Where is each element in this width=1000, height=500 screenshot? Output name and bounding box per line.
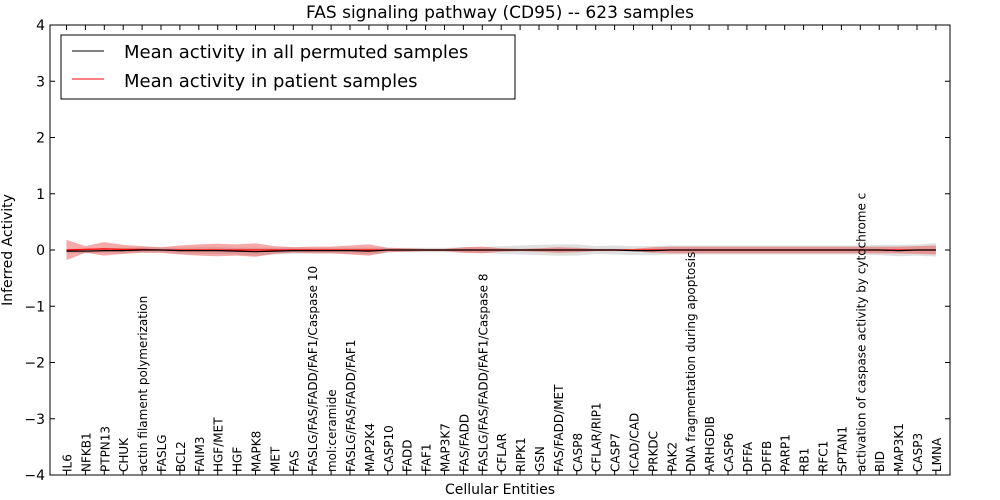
entity-label: FASLG/FAS/FADD/FAF1 bbox=[344, 340, 358, 472]
entity-label: CASP8 bbox=[571, 433, 585, 472]
entity-label: IL6 bbox=[61, 454, 75, 472]
y-tick-label: 2 bbox=[36, 131, 45, 147]
entity-label: FAF1 bbox=[420, 443, 434, 472]
y-tick-label: 4 bbox=[36, 18, 45, 34]
y-tick-label: −3 bbox=[24, 412, 45, 428]
entity-label: actin filament polymerization bbox=[136, 296, 150, 472]
entity-label: BID bbox=[873, 451, 887, 472]
y-tick-label: −4 bbox=[24, 468, 45, 484]
legend-label-permuted: Mean activity in all permuted samples bbox=[124, 42, 468, 63]
entity-label: activation of caspase activity by cytoch… bbox=[854, 193, 868, 472]
entity-label: MAPK8 bbox=[250, 431, 264, 472]
y-axis-label: Inferred Activity bbox=[0, 194, 16, 306]
entity-label: BCL2 bbox=[174, 441, 188, 472]
entity-label: HGF/MET bbox=[212, 417, 226, 472]
legend: Mean activity in all permuted samples Me… bbox=[60, 34, 516, 100]
y-tick-label: 1 bbox=[36, 187, 45, 203]
entity-label: SPTAN1 bbox=[835, 426, 849, 472]
entity-label: CASP6 bbox=[722, 433, 736, 472]
legend-label-patient: Mean activity in patient samples bbox=[124, 71, 418, 92]
entity-label: CHUK bbox=[117, 437, 131, 472]
entity-label: ARHGDIB bbox=[703, 416, 717, 472]
entity-label: DFFB bbox=[760, 441, 774, 472]
entity-label: PTPN13 bbox=[98, 426, 112, 472]
entity-label: RB1 bbox=[798, 448, 812, 472]
x-axis bbox=[66, 25, 937, 475]
entity-label: CASP10 bbox=[382, 425, 396, 472]
line-series-0 bbox=[66, 249, 936, 253]
entity-label: CASP7 bbox=[609, 433, 623, 472]
entity-label: PRKDC bbox=[646, 431, 660, 472]
entity-label: FASLG/FAS/FADD/FAF1/Caspase 10 bbox=[306, 266, 320, 472]
entity-label: GSN bbox=[533, 446, 547, 472]
entity-label: MAP3K1 bbox=[892, 423, 906, 472]
entity-label: HGF bbox=[231, 447, 245, 472]
entity-label: CFLAR bbox=[495, 433, 509, 472]
x-axis-label: Cellular Entities bbox=[445, 482, 555, 498]
entity-label: FASLG/FAS/FADD/FAF1/Caspase 8 bbox=[476, 274, 490, 473]
entity-label: MAP3K7 bbox=[439, 423, 453, 472]
entity-label: NFKB1 bbox=[79, 432, 93, 472]
entity-label: RFC1 bbox=[817, 441, 831, 472]
y-tick-label: 0 bbox=[36, 243, 45, 259]
entity-label: CFLAR/RIP1 bbox=[590, 402, 604, 472]
entity-label: FASLG bbox=[155, 434, 169, 472]
entity-labels: IL6 NFKB1 PTPN13 CHUK actin filament polymer… bbox=[61, 193, 944, 472]
legend-box bbox=[60, 34, 516, 100]
entity-label: FAS/FADD bbox=[457, 414, 471, 472]
entity-label: MET bbox=[268, 446, 282, 472]
entity-label: FAIM3 bbox=[193, 436, 207, 472]
entity-label: PARP1 bbox=[779, 434, 793, 472]
entity-label: FAS bbox=[287, 450, 301, 472]
entity-label: CASP3 bbox=[911, 433, 925, 472]
entity-label: mol:ceramide bbox=[325, 389, 339, 472]
entity-label: DNA fragmentation during apoptosis bbox=[684, 252, 698, 472]
entity-label: LMNA bbox=[930, 437, 944, 472]
entity-label: MAP2K4 bbox=[363, 423, 377, 472]
y-tick-label: 3 bbox=[36, 74, 45, 90]
chart-title: FAS signaling pathway (CD95) -- 623 samp… bbox=[306, 3, 694, 23]
entity-label: ICAD/CAD bbox=[628, 413, 642, 472]
entity-label: FAS/FADD/MET bbox=[552, 384, 566, 472]
entity-label: RIPK1 bbox=[514, 437, 528, 472]
series-lines bbox=[66, 248, 936, 253]
entity-label: DFFA bbox=[741, 441, 755, 472]
entity-label: PAK2 bbox=[665, 442, 679, 472]
entity-label: FADD bbox=[401, 440, 415, 473]
y-axis: 4 3 2 1 0 −1 −2 −3 −4 bbox=[24, 18, 950, 484]
y-tick-label: −2 bbox=[24, 356, 45, 372]
y-tick-label: −1 bbox=[24, 299, 45, 315]
